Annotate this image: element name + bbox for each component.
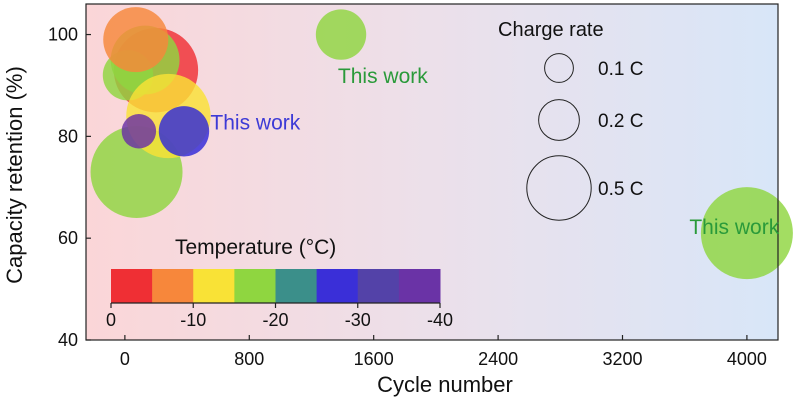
color-legend-swatch: [234, 269, 276, 303]
x-tick-label: 800: [234, 349, 264, 369]
size-legend: Charge rate 0.1 C 0.2 C 0.5 C: [498, 19, 643, 221]
data-point: [158, 106, 210, 157]
color-legend-swatch: [193, 269, 235, 303]
size-legend-label: 0.1 C: [598, 59, 643, 80]
data-point: [121, 114, 157, 149]
size-legend-label: 0.2 C: [598, 111, 643, 132]
color-legend-swatch: [316, 269, 359, 303]
annotation-this-work: This work: [338, 65, 428, 88]
size-legend-label: 0.5 C: [598, 179, 643, 200]
x-tick-label: 2400: [478, 349, 518, 369]
x-tick-label: 4000: [727, 349, 767, 369]
color-legend-tick-label: -40: [427, 310, 453, 330]
annotation-this-work: This work: [689, 216, 779, 239]
x-axis-label: Cycle number: [377, 372, 513, 397]
data-point: [700, 187, 793, 280]
color-legend-tick-label: -30: [345, 310, 371, 330]
color-legend-swatch: [398, 269, 441, 303]
size-legend-marker: [538, 99, 580, 141]
size-legend-marker: [544, 53, 574, 83]
color-legend-swatch: [275, 269, 318, 303]
y-tick-label: 40: [58, 330, 78, 350]
annotations: This work This work This work: [210, 65, 779, 239]
axes: 0 800 1600 2400 3200 4000 40 60 80 100: [48, 25, 767, 369]
y-tick-label: 100: [48, 25, 78, 45]
color-legend-tick-label: 0: [106, 310, 116, 330]
x-tick-label: 0: [120, 349, 130, 369]
x-tick-label: 3200: [602, 349, 642, 369]
color-legend-swatch: [152, 269, 194, 303]
size-legend-title: Charge rate: [498, 19, 604, 41]
color-legend-swatch: [111, 269, 153, 303]
y-axis-label: Capacity retention (%): [2, 66, 27, 284]
plot-frame: [85, 3, 779, 341]
x-tick-label: 1600: [354, 349, 394, 369]
color-legend-swatch: [357, 269, 400, 303]
color-legend-tick-label: -10: [180, 310, 206, 330]
annotation-this-work: This work: [210, 112, 300, 135]
size-legend-marker: [526, 155, 592, 221]
color-legend: Temperature (°C) 0 -10 -20 -30 -40: [106, 236, 453, 330]
y-tick-label: 60: [58, 228, 78, 248]
color-legend-title: Temperature (°C): [175, 236, 336, 259]
data-point: [315, 9, 367, 60]
data-points: [90, 7, 793, 280]
data-point: [103, 7, 169, 73]
color-legend-tick-label: -20: [262, 310, 288, 330]
y-tick-label: 80: [58, 126, 78, 146]
